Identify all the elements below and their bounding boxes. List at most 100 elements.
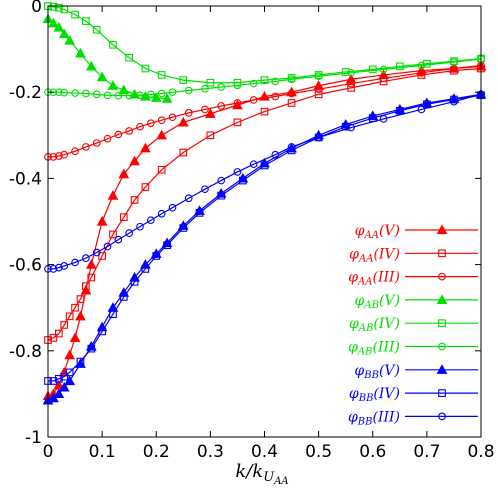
data-point bbox=[260, 161, 269, 170]
data-point bbox=[201, 84, 209, 93]
y-tick-label: -0.4 bbox=[9, 169, 42, 189]
legend-case: IV bbox=[378, 386, 397, 402]
data-point bbox=[179, 224, 188, 232]
data-point bbox=[109, 310, 117, 319]
data-point bbox=[157, 165, 166, 174]
data-point bbox=[417, 68, 426, 77]
data-point bbox=[114, 235, 123, 244]
data-point bbox=[168, 203, 177, 212]
data-point bbox=[54, 374, 63, 383]
data-point bbox=[368, 65, 377, 74]
data-point bbox=[184, 194, 193, 203]
data-point bbox=[314, 85, 323, 94]
data-point bbox=[49, 334, 58, 342]
data-point bbox=[217, 176, 226, 185]
data-point bbox=[177, 116, 189, 127]
data-point bbox=[92, 139, 101, 147]
data-point bbox=[92, 25, 101, 34]
legend-case: V bbox=[384, 363, 396, 379]
data-point bbox=[157, 71, 166, 79]
data-point bbox=[287, 75, 296, 84]
legend-paren-open: ( bbox=[373, 246, 379, 262]
data-point bbox=[179, 76, 188, 84]
data-point bbox=[206, 78, 215, 87]
data-point bbox=[136, 222, 144, 231]
y-tick-label: -0.2 bbox=[9, 83, 42, 103]
data-point bbox=[450, 58, 458, 66]
legend-case: IV bbox=[378, 246, 397, 262]
legend-entry: φAB(IV) bbox=[349, 316, 478, 334]
legend-symbol: φ bbox=[348, 270, 358, 286]
data-point bbox=[206, 131, 215, 140]
data-point bbox=[119, 293, 128, 301]
legend-entry: φAB(V) bbox=[355, 293, 478, 311]
legend-paren-open: ( bbox=[372, 270, 378, 286]
data-point bbox=[341, 122, 350, 131]
data-point bbox=[271, 92, 280, 101]
legend-paren-open: ( bbox=[379, 363, 385, 379]
legend-symbol: φ bbox=[348, 340, 358, 356]
legend-marker bbox=[438, 319, 446, 328]
data-point bbox=[71, 303, 79, 312]
data-point bbox=[232, 99, 243, 110]
x-tick-label: 0.5 bbox=[305, 442, 332, 462]
data-point bbox=[49, 265, 58, 273]
data-point bbox=[54, 88, 63, 97]
legend-subscript: BB bbox=[358, 393, 374, 404]
series-6 bbox=[44, 55, 485, 100]
legend-paren-open: ( bbox=[373, 386, 379, 402]
x-axis-title-subsub: AA bbox=[273, 476, 288, 487]
legend-case: V bbox=[384, 293, 396, 309]
x-tick-label: 0.6 bbox=[359, 442, 386, 462]
data-point bbox=[60, 262, 69, 270]
data-point bbox=[65, 368, 74, 377]
data-point bbox=[87, 344, 96, 353]
data-point bbox=[118, 84, 130, 95]
data-point bbox=[49, 153, 58, 161]
data-point bbox=[114, 130, 123, 139]
data-point bbox=[417, 71, 426, 79]
legend-paren-open: ( bbox=[373, 316, 379, 332]
legend-entry: φAA(IV) bbox=[349, 246, 478, 264]
y-tick-label: -0.6 bbox=[9, 256, 42, 276]
data-point bbox=[347, 79, 355, 88]
data-point bbox=[71, 258, 79, 267]
data-point bbox=[71, 89, 79, 97]
data-point bbox=[233, 118, 242, 127]
data-point bbox=[103, 242, 112, 251]
data-point bbox=[379, 74, 388, 83]
data-point bbox=[54, 263, 63, 272]
legend-label: φAA(III) bbox=[348, 270, 400, 288]
legend-subscript: BB bbox=[363, 370, 379, 381]
data-point bbox=[125, 91, 134, 100]
data-point bbox=[60, 321, 69, 329]
series-line bbox=[48, 93, 482, 270]
legend-paren-close: ) bbox=[394, 270, 400, 286]
data-point bbox=[136, 122, 144, 131]
data-point bbox=[65, 312, 74, 321]
data-point bbox=[69, 332, 81, 342]
legend-label: φAA(IV) bbox=[349, 246, 400, 264]
data-point bbox=[82, 282, 90, 291]
series-line bbox=[47, 67, 482, 341]
x-axis-title-main: k/k bbox=[235, 461, 263, 482]
y-tick-label: 0 bbox=[31, 0, 42, 17]
legend-subscript: AB bbox=[357, 347, 373, 358]
data-point bbox=[129, 155, 140, 166]
data-point bbox=[64, 349, 75, 360]
legend-subscript: AA bbox=[363, 230, 378, 241]
data-point bbox=[184, 86, 193, 95]
data-point bbox=[150, 92, 162, 102]
legend-symbol: φ bbox=[349, 386, 359, 402]
data-point bbox=[109, 40, 117, 49]
legend-symbol: φ bbox=[355, 293, 365, 309]
data-point bbox=[71, 147, 79, 156]
data-point bbox=[239, 176, 247, 185]
data-point bbox=[85, 259, 97, 269]
data-point bbox=[136, 91, 144, 100]
data-point bbox=[260, 76, 269, 84]
data-point bbox=[140, 142, 151, 153]
data-point bbox=[60, 372, 69, 381]
data-point bbox=[58, 381, 70, 392]
